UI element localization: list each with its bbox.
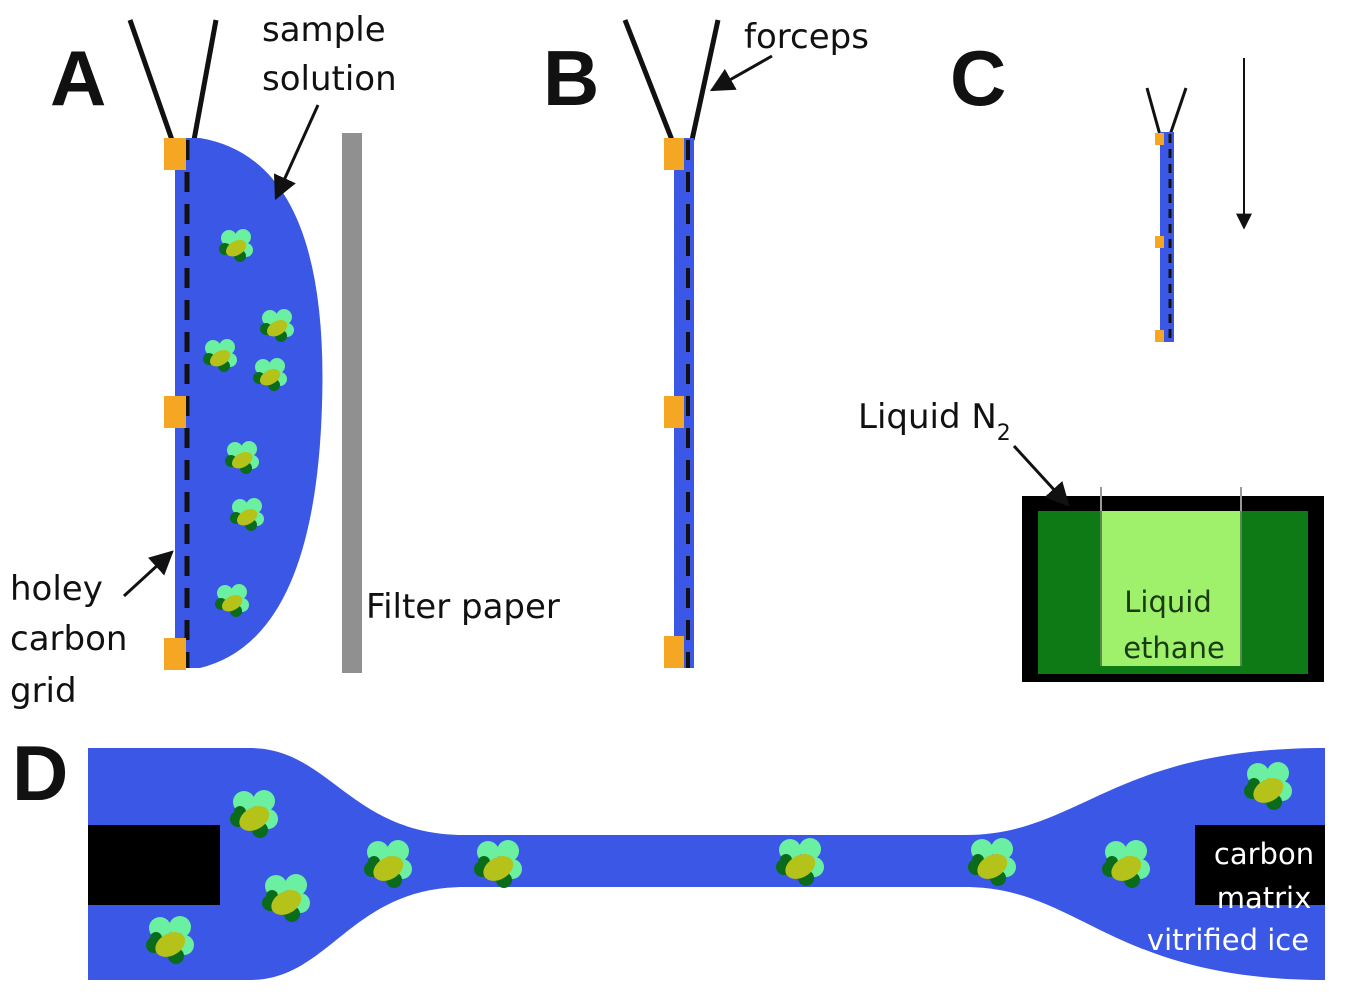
forceps-icon [622, 19, 721, 141]
panel-b: B forceps [543, 17, 869, 668]
forceps-icon [1145, 87, 1188, 136]
liquid-n2-arrow-icon [1012, 444, 1070, 507]
grid-bar-bottom [664, 636, 684, 668]
ethane-label-line1: Liquid [1124, 585, 1211, 619]
filter-paper-label: Filter paper [366, 587, 560, 627]
forceps-label: forceps [744, 17, 869, 57]
grid-bar-middle [664, 396, 684, 428]
carbon-matrix-right [1195, 825, 1325, 905]
grid-label-line1: holey [10, 569, 103, 609]
grid-bar-middle [164, 396, 186, 428]
grid-bar-middle [1155, 236, 1164, 248]
filter-paper [342, 133, 362, 673]
panel-b-letter: B [543, 34, 599, 122]
vitrified-ice-layer [88, 748, 1325, 980]
panel-a: A Filter paper sample solution holey car… [10, 10, 560, 711]
sample-solution-arrow-icon [273, 104, 320, 201]
grid-arrow-icon [122, 550, 174, 598]
grid-bar-bottom [164, 638, 186, 670]
carbon-matrix-label-line2: matrix [1217, 881, 1312, 915]
liquid-n2-label: Liquid N2 [858, 397, 1011, 446]
carbon-matrix-label-line1: carbon [1214, 837, 1314, 871]
ethane-label-line2: ethane [1123, 631, 1225, 665]
forceps-arrow-icon [709, 54, 773, 92]
forceps-icon [127, 19, 219, 141]
panel-c: C Liquid ethane Liquid N2 [858, 34, 1324, 682]
sample-solution-label-line2: solution [262, 59, 397, 99]
panel-d-letter: D [12, 729, 68, 817]
grid-label-line2: carbon [10, 619, 127, 659]
vitrified-ice-label: vitrified ice [1147, 923, 1309, 957]
grid-bar-top [664, 138, 684, 170]
panel-d: D carbon matrix vitrified ice [12, 729, 1325, 980]
sample-solution-label-line1: sample [262, 10, 386, 50]
panel-c-letter: C [950, 34, 1006, 122]
sample-droplet [175, 138, 323, 668]
grid-bar-bottom [1155, 330, 1164, 342]
grid-label-line3: grid [10, 671, 77, 711]
panel-a-letter: A [50, 34, 106, 122]
liquid-ethane-cup [1101, 511, 1241, 666]
grid-bar-top [1155, 133, 1164, 145]
carbon-matrix-left [88, 825, 220, 905]
grid-bar-top [164, 138, 186, 170]
